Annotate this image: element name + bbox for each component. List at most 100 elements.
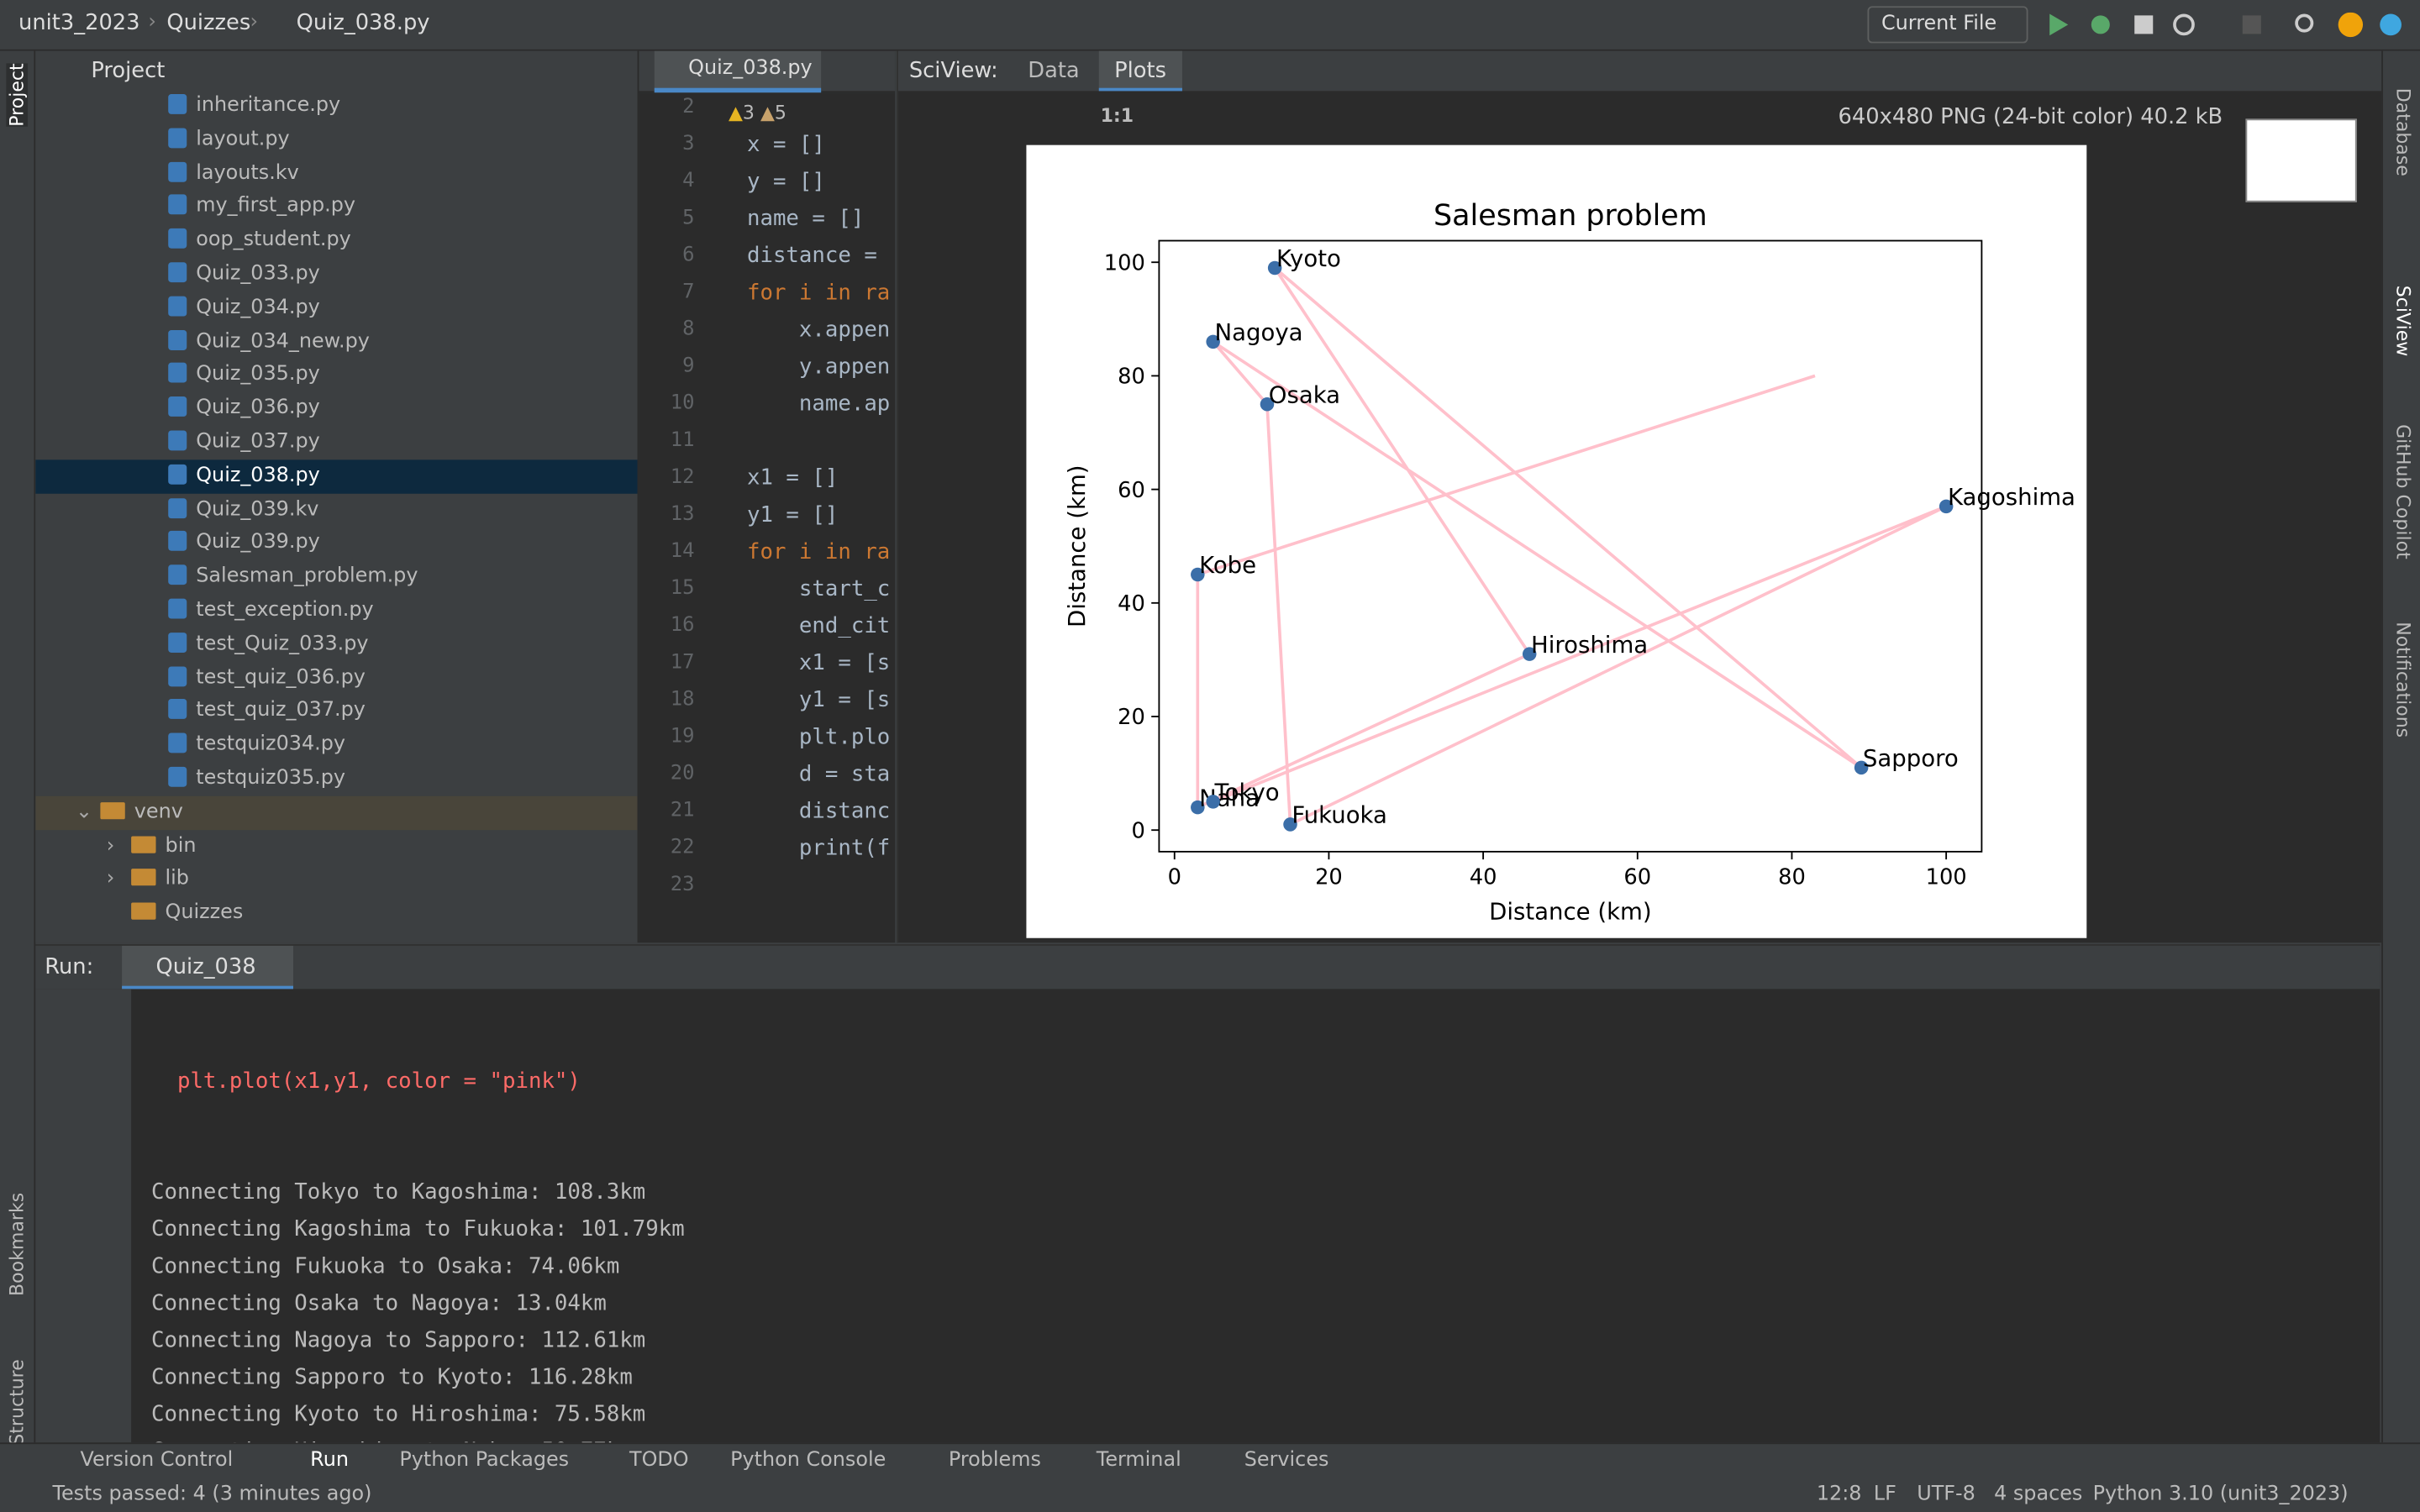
line-number: 16: [670, 614, 695, 638]
tree-item[interactable]: Quiz_036.py: [35, 392, 637, 426]
side-tab[interactable]: Project: [6, 63, 29, 127]
breadcrumb[interactable]: unit3_2023: [18, 10, 140, 36]
tool-window-tab[interactable]: Python Packages: [399, 1448, 570, 1473]
zoom-reset[interactable]: 1:1: [1100, 104, 1134, 127]
y-tick-label: 40: [1118, 591, 1145, 617]
status-message[interactable]: Tests passed: 4 (3 minutes ago): [52, 1483, 372, 1506]
side-tab[interactable]: Bookmarks: [6, 1192, 29, 1296]
side-tab[interactable]: Structure: [6, 1359, 29, 1446]
tree-item[interactable]: inheritance.py: [35, 90, 637, 123]
panel-title[interactable]: Project: [91, 58, 166, 84]
file-name: testquiz034.py: [196, 732, 346, 757]
tree-item[interactable]: Quiz_035.py: [35, 359, 637, 392]
tree-folder[interactable]: › bin: [35, 829, 637, 863]
encoding[interactable]: UTF-8: [1917, 1483, 1975, 1506]
tree-item[interactable]: Salesman_problem.py: [35, 560, 637, 594]
file-name: test_Quiz_033.py: [196, 632, 369, 656]
folder-name: lib: [165, 867, 189, 891]
file-name: layout.py: [196, 128, 290, 151]
city-label: Kobe: [1199, 552, 1256, 579]
file-icon: [168, 94, 187, 114]
code-line: end_cit: [746, 614, 891, 639]
tool-window-tab[interactable]: TODO: [629, 1448, 689, 1473]
tree-folder[interactable]: › lib: [35, 863, 637, 896]
image-info: 640x480 PNG (24-bit color) 40.2 kB: [1838, 104, 2223, 130]
run-config[interactable]: Current File: [1867, 6, 2028, 44]
line-number: 6: [682, 244, 695, 267]
file-icon: [168, 632, 187, 653]
profile-button[interactable]: [2173, 13, 2195, 36]
tool-window-tab[interactable]: Version Control: [80, 1448, 234, 1473]
coverage-button[interactable]: [2134, 15, 2154, 34]
tool-window-tab[interactable]: Run: [310, 1448, 349, 1473]
city-point: [1206, 795, 1220, 809]
city-label: Hiroshima: [1531, 632, 1648, 659]
editor-tab[interactable]: Quiz_038.py: [654, 50, 822, 93]
tree-folder[interactable]: ⌄ venv: [35, 795, 638, 830]
plot-thumbnail[interactable]: [2245, 118, 2357, 202]
update-button[interactable]: [2338, 12, 2364, 38]
side-tab[interactable]: SciView: [2391, 285, 2414, 357]
interpreter[interactable]: Python 3.10 (unit3_2023): [2092, 1483, 2349, 1506]
city-label: Tokyo: [1214, 780, 1280, 806]
sciview-tab[interactable]: Data: [1028, 58, 1080, 84]
line-separator[interactable]: LF: [1873, 1483, 1897, 1506]
caret-position[interactable]: 12:8: [1816, 1483, 1862, 1506]
side-tab[interactable]: Notifications: [2391, 622, 2414, 738]
tree-item[interactable]: Quiz_039.kv: [35, 493, 637, 527]
search-button[interactable]: [2295, 13, 2314, 33]
debug-button[interactable]: [2091, 15, 2110, 34]
indent[interactable]: 4 spaces: [1994, 1483, 2083, 1506]
tree-item[interactable]: Quiz_038.py: [35, 459, 638, 494]
tree-item[interactable]: layouts.kv: [35, 157, 637, 191]
tree-item[interactable]: Quiz_034.py: [35, 291, 637, 325]
inspection-widget[interactable]: ▲3 ▲5: [728, 102, 786, 123]
tree-item[interactable]: test_Quiz_033.py: [35, 627, 637, 661]
tree-item[interactable]: Quiz_034_new.py: [35, 325, 637, 359]
tree-item[interactable]: testquiz035.py: [35, 762, 637, 795]
city-point: [1939, 499, 1954, 514]
breadcrumb[interactable]: Quiz_038.py: [296, 10, 430, 36]
x-axis-label: Distance (km): [1489, 899, 1651, 926]
city-point: [1206, 334, 1220, 349]
tree-item[interactable]: my_first_app.py: [35, 191, 637, 224]
folder-name: venv: [134, 800, 183, 824]
tree-item[interactable]: oop_student.py: [35, 224, 637, 258]
code-line: d = sta: [746, 762, 891, 787]
tree-item[interactable]: Quiz_039.py: [35, 527, 637, 560]
line-number: 12: [670, 465, 695, 490]
tool-window-tab[interactable]: Terminal: [1096, 1448, 1181, 1473]
tree-item[interactable]: layout.py: [35, 123, 637, 157]
run-tab[interactable]: Quiz_038: [122, 945, 293, 990]
tree-item[interactable]: Quiz_033.py: [35, 258, 637, 291]
tree-item[interactable]: Quiz_037.py: [35, 426, 637, 459]
city-point: [1283, 817, 1297, 832]
tree-item[interactable]: test_quiz_037.py: [35, 695, 637, 728]
code-line: for i in ra: [746, 281, 891, 306]
plot-title: Salesman problem: [1434, 199, 1707, 233]
tree-folder[interactable]: Quizzes: [35, 896, 637, 930]
tree-item[interactable]: testquiz034.py: [35, 728, 637, 762]
tree-item[interactable]: test_exception.py: [35, 594, 637, 627]
city-point: [1522, 647, 1537, 661]
console-line: Connecting Kagoshima to Fukuoka: 101.79k…: [151, 1217, 685, 1242]
line-number: 10: [670, 391, 695, 416]
folder-icon: [131, 869, 156, 887]
file-icon: [168, 464, 187, 485]
tool-window-tab[interactable]: Python Console: [730, 1448, 886, 1473]
settings-button[interactable]: [2380, 13, 2402, 36]
run-button[interactable]: [2049, 13, 2069, 36]
tree-arrow: ›: [106, 833, 115, 858]
city-point: [1854, 760, 1869, 775]
console-line: Connecting Fukuoka to Osaka: 74.06km: [151, 1254, 620, 1279]
side-tab[interactable]: Database: [2391, 87, 2414, 176]
tool-window-tab[interactable]: Services: [1244, 1448, 1329, 1473]
sciview-tab[interactable]: Plots: [1098, 50, 1182, 92]
breadcrumb[interactable]: Quizzes: [166, 10, 251, 36]
line-number: 9: [682, 354, 695, 379]
stop-button[interactable]: [2242, 15, 2261, 34]
code-line: x.appen: [746, 318, 891, 343]
tree-item[interactable]: test_quiz_036.py: [35, 661, 637, 695]
side-tab[interactable]: GitHub Copilot: [2391, 424, 2414, 559]
tool-window-tab[interactable]: Problems: [948, 1448, 1041, 1473]
